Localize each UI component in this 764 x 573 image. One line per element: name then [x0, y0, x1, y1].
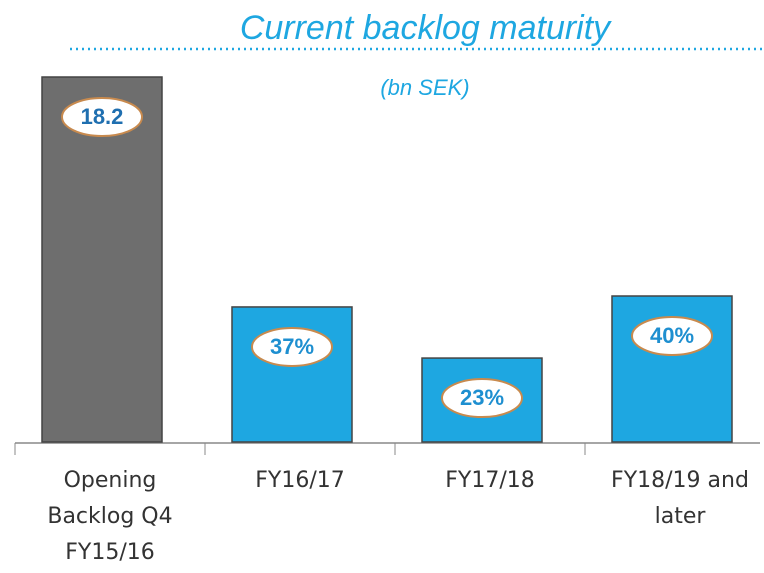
value-label: 18.2 — [81, 104, 124, 129]
chart-title: Current backlog maturity — [240, 9, 612, 47]
x-tick-label: FY18/19 and later — [611, 468, 749, 529]
value-label: 40% — [650, 323, 694, 348]
value-label-bubble — [61, 97, 143, 137]
x-tick-label: FY16/17 — [255, 468, 345, 493]
x-tick-label: Opening Backlog Q4 FY15/16 — [47, 468, 173, 565]
value-label: 37% — [270, 334, 314, 359]
bar — [41, 76, 163, 443]
value-label-bubble — [441, 378, 523, 419]
value-label: 23% — [460, 385, 504, 410]
x-tick-label: FY17/18 — [445, 468, 535, 493]
value-label-bubble — [631, 316, 713, 356]
value-label-bubble — [251, 326, 333, 367]
chart-subtitle: (bn SEK) — [380, 75, 469, 100]
x-axis — [14, 442, 760, 455]
